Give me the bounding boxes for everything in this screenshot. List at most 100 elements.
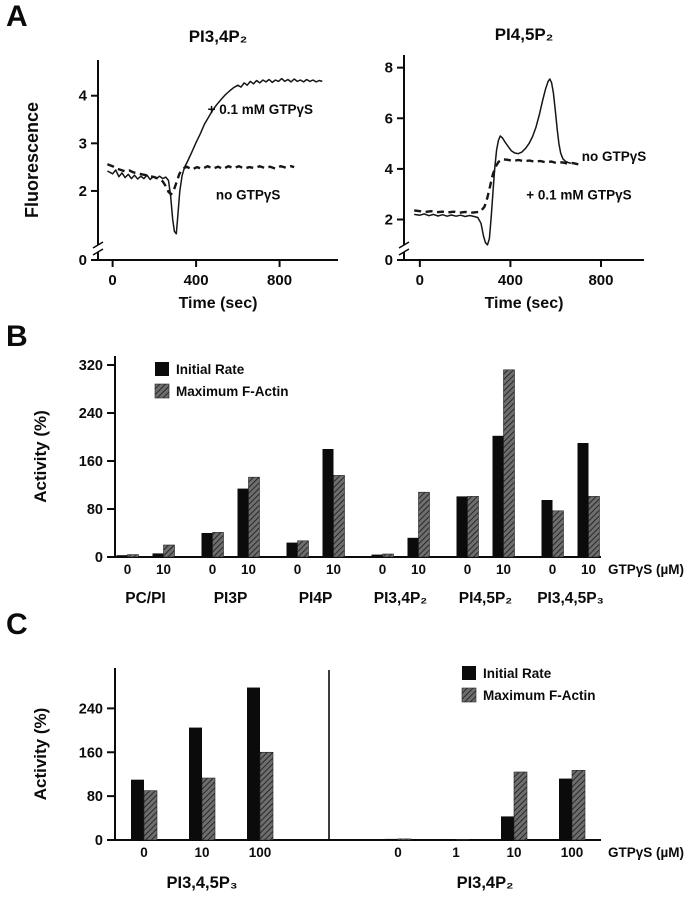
bar-max-factin [397, 838, 412, 841]
axis-break-mark [398, 241, 410, 249]
x-tick-label: 400 [498, 272, 523, 289]
y-tick-label: 80 [87, 789, 103, 805]
bar-max-factin [212, 532, 224, 558]
panel-b-label: B [6, 320, 28, 353]
y-tick-label: 240 [79, 406, 103, 422]
y-axis-label: Activity (%) [31, 708, 50, 801]
x-tick-label: 100 [249, 845, 272, 860]
y-tick-label: 0 [95, 833, 103, 849]
legend-label: Maximum F-Actin [176, 384, 289, 399]
bar-initial-rate [201, 533, 213, 557]
line-chart-pi45p2: PI4,5P₂ 0 2 4 6 8 0 400 800 Time (sec) no GTPγS + 0… [385, 25, 647, 312]
y-tick-label: 80 [87, 502, 103, 518]
x-tick-label: 0 [464, 562, 472, 577]
x-tick-label: 10 [411, 562, 426, 577]
bar-max-factin [382, 553, 394, 558]
category-label: PI3,4P₂ [374, 590, 428, 607]
y-tick-label: 8 [385, 60, 393, 77]
series-annotation: no GTPγS [582, 149, 647, 164]
bar-max-factin [467, 496, 479, 558]
y-tick-label: 320 [79, 358, 103, 374]
x-tick-label: 0 [124, 562, 132, 577]
bar-initial-rate [385, 838, 398, 840]
x-tick-label: 0 [294, 562, 302, 577]
bar-max-factin [571, 770, 586, 841]
x-tick-label: 10 [496, 562, 511, 577]
x-tick-label: 10 [241, 562, 256, 577]
y-tick-label: 160 [79, 454, 103, 470]
x-tick-label: 10 [581, 562, 596, 577]
chart-title: PI4,5P₂ [495, 25, 554, 44]
bar-initial-rate [501, 816, 514, 840]
bar-initial-rate [559, 778, 572, 840]
axis-break-mark [92, 248, 104, 256]
category-label: PI3,4P₂ [457, 874, 514, 892]
bar-max-factin [552, 510, 564, 558]
legend-swatch [155, 362, 169, 376]
series-trace-dashed [414, 158, 579, 214]
bar-initial-rate [322, 449, 334, 557]
bar-max-factin [127, 554, 139, 558]
x-tick-label: 0 [416, 272, 424, 289]
category-label: PI3,4,5P₃ [537, 590, 604, 607]
x-tick-label: 10 [194, 845, 209, 860]
bar-initial-rate [456, 496, 468, 557]
y-tick-label: 160 [79, 745, 103, 761]
bar-max-factin [297, 540, 309, 558]
legend-swatch [154, 383, 170, 399]
x-tick-label: 1 [452, 845, 460, 860]
bar-max-factin [588, 496, 600, 558]
bar-chart-activity-dose-response: 0 80 160 240 Activity (%) 0 10 100 PI3,4,5P₃ 0 1 10… [31, 666, 684, 892]
bar-max-factin [418, 491, 430, 558]
bar-max-factin [143, 790, 158, 841]
y-tick-label: 3 [79, 135, 87, 152]
x-tick-label: 10 [326, 562, 341, 577]
bar-max-factin [201, 777, 216, 841]
y-tick-label: 0 [385, 252, 393, 269]
x-axis-label: Time (sec) [485, 295, 564, 312]
bar-initial-rate [131, 779, 144, 840]
line-chart-pi34p2: PI3,4P₂ Fluorescence 0 2 3 4 0 400 800 Time (sec)… [22, 27, 338, 312]
legend-swatch [461, 687, 477, 703]
x-tick-label: 10 [156, 562, 171, 577]
y-tick-label: 6 [385, 110, 393, 127]
series-trace-solid [414, 78, 572, 246]
x-tick-label: 0 [140, 845, 148, 860]
legend-label: Maximum F-Actin [483, 688, 596, 703]
axis-break-mark [398, 248, 410, 256]
bar-initial-rate [577, 443, 589, 557]
y-axis-label: Fluorescence [22, 102, 42, 218]
y-tick-label: 0 [79, 252, 87, 269]
bar-max-factin [333, 475, 345, 558]
bar-max-factin [163, 544, 175, 558]
category-label: PI4,5P₂ [459, 590, 513, 607]
x-axis-unit-label: GTPγS (µM) [608, 562, 684, 577]
series-trace-solid [107, 77, 323, 235]
bar-initial-rate [371, 554, 383, 557]
bar-initial-rate [189, 727, 202, 840]
y-tick-label: 4 [79, 88, 88, 105]
y-tick-label: 240 [79, 701, 103, 717]
y-tick-label: 0 [95, 550, 103, 566]
x-axis-label: Time (sec) [179, 295, 258, 312]
category-label: PC/PI [125, 590, 165, 607]
bar-max-factin [259, 751, 274, 841]
bar-initial-rate [116, 555, 128, 557]
series-annotation: + 0.1 mM GTPγS [208, 102, 313, 117]
bar-max-factin [248, 476, 260, 558]
bar-max-factin [455, 839, 470, 841]
x-tick-label: 0 [108, 272, 116, 289]
bar-initial-rate [286, 542, 298, 557]
bar-initial-rate [152, 553, 164, 557]
x-tick-label: 0 [209, 562, 217, 577]
category-label: PI3,4,5P₃ [167, 874, 238, 892]
x-tick-label: 10 [506, 845, 521, 860]
x-tick-label: 100 [561, 845, 584, 860]
chart-title: PI3,4P₂ [189, 27, 248, 46]
panel-c-label: C [6, 608, 28, 641]
y-tick-label: 2 [79, 183, 87, 200]
x-axis-unit-label: GTPγS (µM) [608, 845, 684, 860]
y-axis-label: Activity (%) [31, 410, 50, 503]
series-trace-dashed [106, 163, 295, 196]
